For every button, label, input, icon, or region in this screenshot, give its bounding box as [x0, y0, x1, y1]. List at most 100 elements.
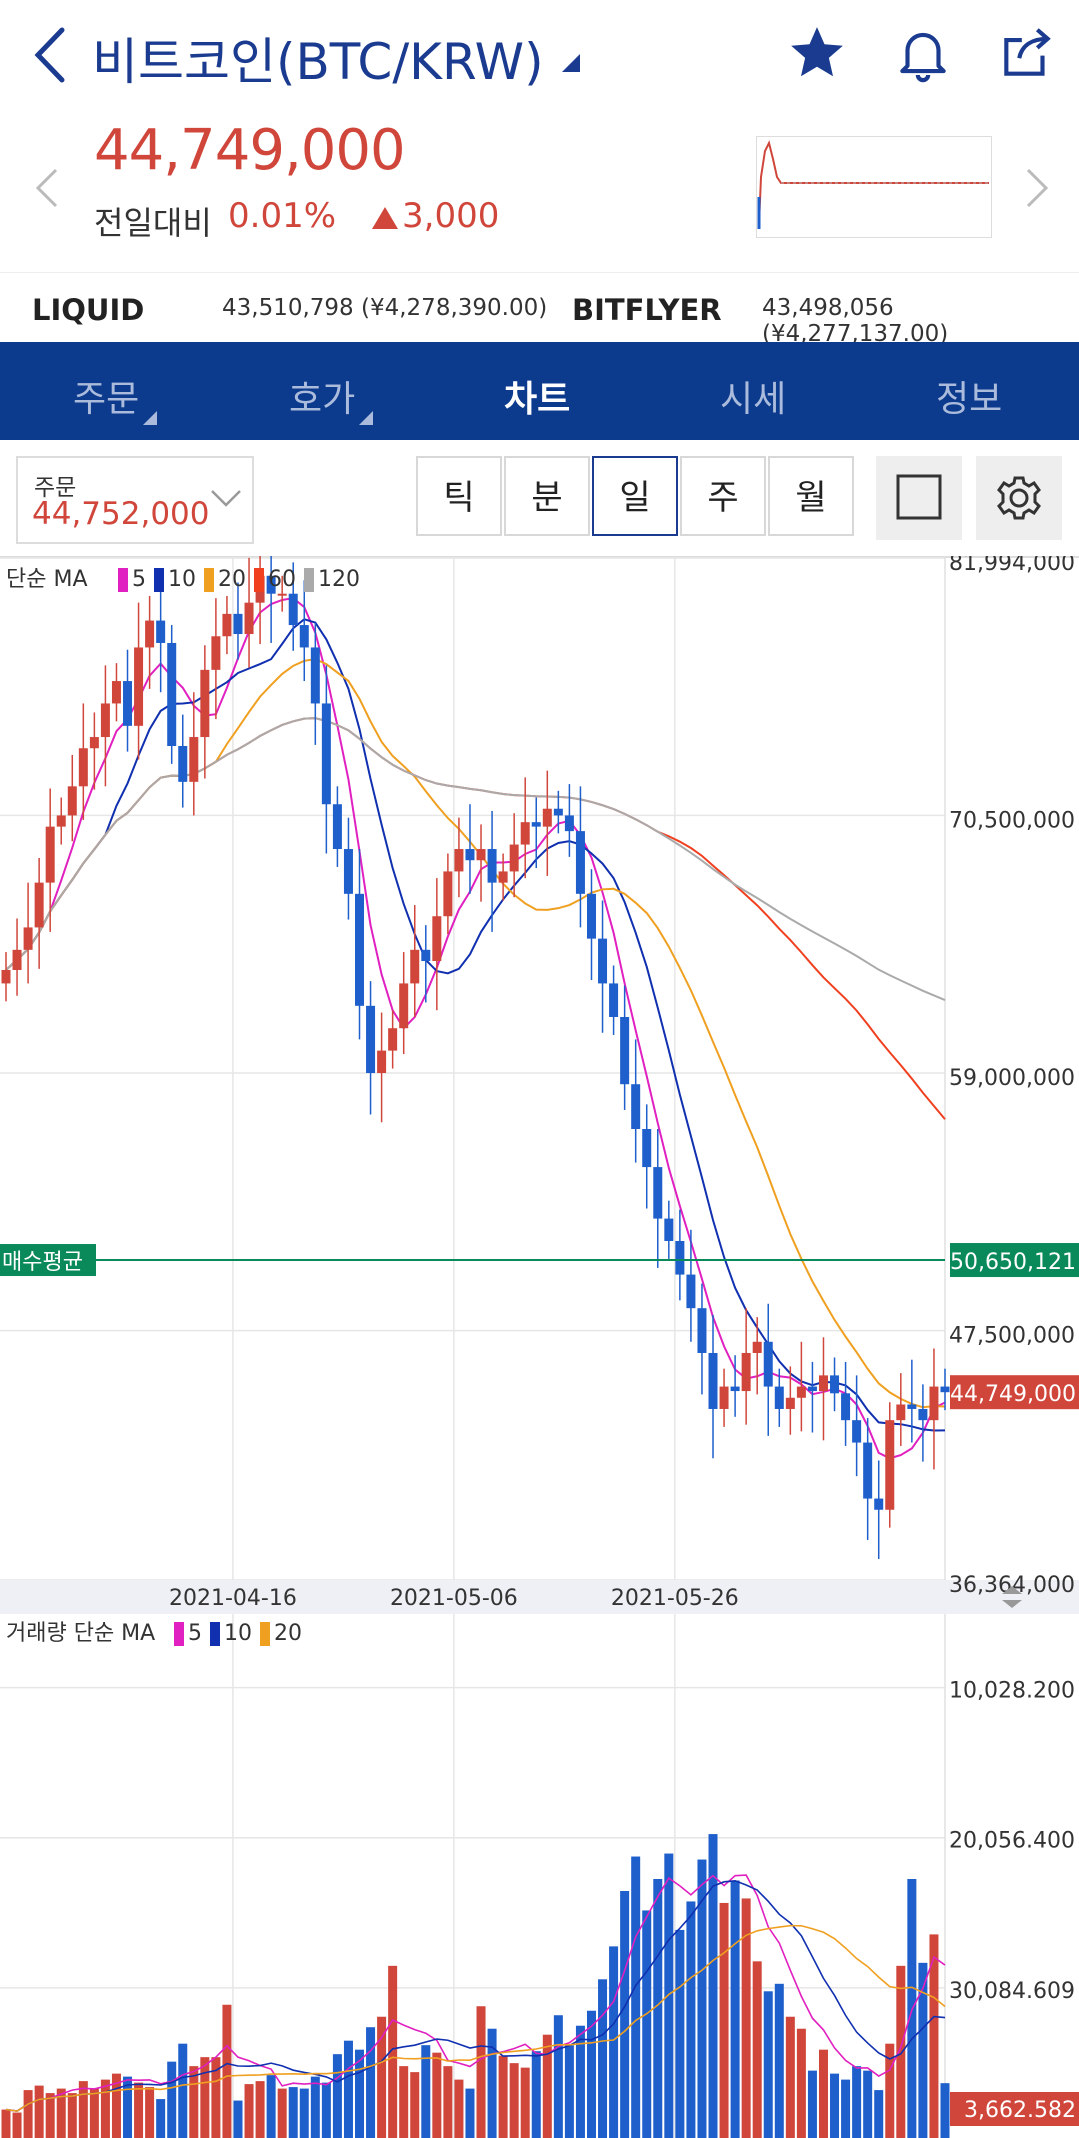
share-icon[interactable]: [996, 22, 1058, 84]
price-chart[interactable]: 81,994,000 70,500,000 59,000,000 47,500,000…: [0, 556, 1079, 2138]
volume-bar: [653, 1878, 663, 2138]
volume-bar: [719, 1902, 729, 2138]
exchange-name-liquid: LIQUID: [32, 293, 145, 327]
candle-body: [343, 849, 353, 894]
volume-bar: [67, 2093, 77, 2138]
volume-bar: [178, 2043, 188, 2138]
tab-market[interactable]: 시세: [720, 379, 787, 420]
candle-body: [752, 1341, 762, 1353]
volume-bar: [631, 1856, 641, 2138]
volume-legend-prefix: 거래량 단순 MA: [6, 1621, 155, 1646]
resize-up-icon: [1002, 1586, 1022, 1594]
volume-bar: [78, 2081, 88, 2138]
back-arrow-icon[interactable]: [28, 22, 74, 88]
volume-bar: [498, 2055, 508, 2138]
change-percent: 0.01%: [228, 196, 337, 236]
page-title[interactable]: 비트코인(BTC/KRW): [92, 33, 544, 91]
volume-bar: [487, 2028, 497, 2138]
candle-body: [476, 849, 486, 861]
legend-swatch: [210, 1622, 220, 1646]
volume-bar: [586, 2010, 596, 2138]
candle-body: [818, 1375, 828, 1392]
volume-bar: [288, 2087, 298, 2138]
candle-body: [421, 949, 431, 962]
volume-bar: [852, 2066, 862, 2138]
tab-orderbook-caret-icon: [359, 411, 373, 425]
fullscreen-button[interactable]: [876, 456, 962, 540]
tab-chart[interactable]: 차트: [504, 379, 571, 420]
volume-bar: [1, 2109, 11, 2138]
mini-price-chart: [756, 136, 992, 238]
tab-order-caret-icon: [143, 411, 157, 425]
settings-button[interactable]: [976, 456, 1062, 540]
candle-body: [863, 1442, 873, 1499]
last-volume-tag: [950, 2092, 1079, 2126]
candle-body: [542, 808, 552, 827]
candle-body: [531, 822, 541, 827]
period-tick-button[interactable]: 틱: [416, 456, 502, 536]
volume-bar: [841, 2079, 851, 2138]
candle-body: [111, 681, 121, 704]
buy-average-label: 매수평균: [2, 1250, 83, 1275]
volume-bar: [598, 1979, 608, 2138]
legend-swatch: [254, 568, 264, 592]
volume-bar: [531, 2051, 541, 2138]
tab-orderbook[interactable]: 호가: [289, 379, 356, 420]
candle-body: [929, 1386, 939, 1421]
volume-bar: [266, 2075, 276, 2138]
chevron-down-icon: [211, 490, 241, 507]
order-dropdown[interactable]: 주문 44,752,000: [16, 456, 254, 544]
candle-body: [918, 1408, 928, 1421]
volume-bar: [454, 2079, 464, 2138]
volume-bar: [355, 2049, 365, 2138]
tab-info[interactable]: 정보: [936, 379, 1003, 420]
price-axis-tick-label: 70,500,000: [949, 808, 1075, 833]
current-price: 44,749,000: [94, 118, 406, 183]
candle-body: [896, 1404, 906, 1421]
period-week-button[interactable]: 주: [680, 456, 766, 536]
candle-body: [586, 893, 596, 939]
candle-body: [432, 916, 442, 962]
volume-bar: [642, 1910, 652, 2138]
period-minute-button[interactable]: 분: [504, 456, 590, 536]
candle-body: [719, 1386, 729, 1409]
volume-bar: [89, 2088, 99, 2138]
period-day-button[interactable]: 일: [592, 456, 678, 536]
candle-body: [288, 593, 298, 626]
candle-body: [675, 1240, 685, 1275]
date-axis-strip: [0, 1580, 1079, 1614]
candle-body: [233, 613, 243, 635]
period-month-button[interactable]: 월: [768, 456, 854, 536]
candle-body: [741, 1352, 751, 1392]
next-arrow-icon[interactable]: [1024, 168, 1050, 208]
candle-body: [653, 1167, 663, 1219]
legend-label: 20: [274, 1621, 302, 1646]
legend-swatch: [154, 568, 164, 592]
date-axis-label: 2021-04-16: [169, 1586, 297, 1611]
candle-body: [509, 844, 519, 872]
candle-body: [575, 831, 585, 894]
exchange-value-bitflyer: 43,498,056 (¥4,277,137.00): [762, 295, 949, 347]
tab-order[interactable]: 주문: [73, 379, 140, 420]
bell-icon[interactable]: [892, 22, 954, 84]
prev-arrow-icon[interactable]: [34, 168, 60, 208]
main-tabs: 주문 호가 차트 시세 정보: [0, 342, 1079, 440]
volume-bar: [796, 2028, 806, 2138]
candle-body: [134, 647, 144, 726]
candle-body: [78, 748, 88, 787]
candle-body: [465, 849, 475, 861]
volume-bar: [730, 1880, 740, 2138]
price-pane-bg: [0, 558, 1079, 1580]
volume-bar: [56, 2088, 66, 2138]
dropdown-caret-icon[interactable]: [560, 52, 582, 74]
app-header: 비트코인(BTC/KRW): [0, 0, 1079, 112]
candle-body: [807, 1386, 817, 1392]
last-price-value: 44,749,000: [950, 1382, 1076, 1407]
legend-swatch: [204, 568, 214, 592]
volume-bar: [332, 2054, 342, 2138]
volume-bar: [421, 2045, 431, 2138]
star-icon[interactable]: [786, 22, 848, 84]
volume-bar: [741, 1898, 751, 2138]
volume-axis-tick-label: 10,028.200: [949, 1679, 1075, 1704]
price-axis-tick-label: 36,364,000: [949, 1573, 1075, 1598]
